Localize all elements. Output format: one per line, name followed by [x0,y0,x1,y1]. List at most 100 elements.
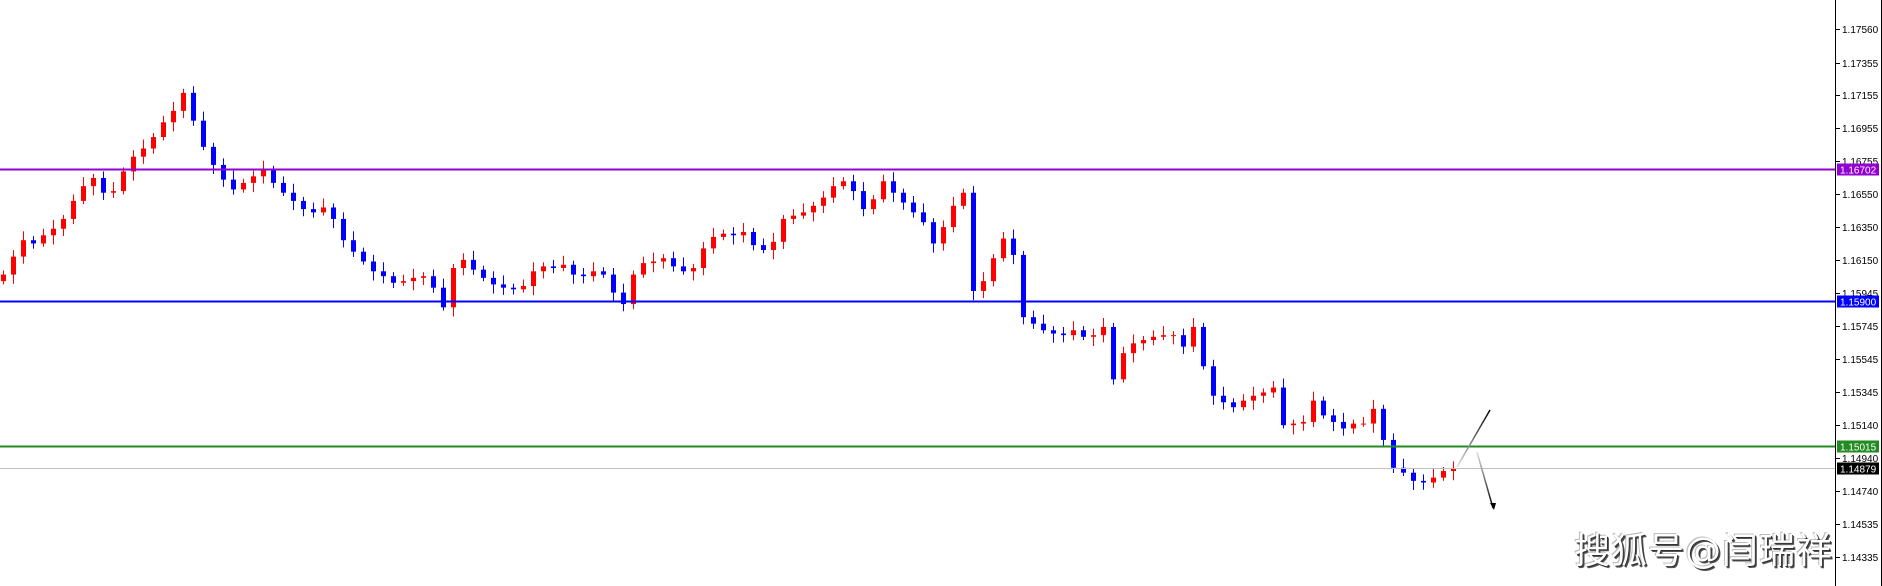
candle-body [261,169,266,177]
bullish-candle [1351,419,1356,434]
candle-body [1011,238,1016,255]
candle-body [1171,335,1176,337]
bullish-candle [161,115,166,141]
candle-body [1031,317,1036,324]
bullish-candle [521,279,526,293]
candle-body [251,176,256,183]
candle-body [161,122,166,138]
bearish-candle [1381,404,1386,448]
bullish-candle [421,272,426,286]
candle-body [641,263,646,275]
price-axis: 1.17560 1.17355 1.17155 1.16955 1.16755 1.165… [1835,25,1879,564]
bearish-candle [1031,310,1036,329]
bullish-candle [1261,388,1266,403]
bullish-candle [121,167,126,195]
bearish-candle [921,203,926,226]
candle-body [581,274,586,277]
bullish-candle [1,270,6,285]
bearish-candle [851,174,856,201]
candle-body [991,258,996,282]
candle-body [41,235,46,244]
candle-body [681,266,686,272]
level-price-label: 1.15015 [1840,443,1877,454]
candle-body [1001,238,1006,259]
candle-body [711,236,716,249]
bullish-candle [11,250,16,284]
bullish-candle [1271,380,1276,398]
bearish-candle [231,170,236,195]
candle-body [621,292,626,305]
candle-body [471,259,476,270]
level-label-box [1837,163,1879,176]
candle-body [311,209,316,213]
bullish-candle [531,262,536,296]
candle-body [191,92,196,121]
bullish-candle [711,227,716,254]
axis-tick-label: 1.16550 [1842,190,1879,201]
bearish-candle [911,195,916,218]
bullish-candle [1371,399,1376,433]
candle-body [1101,326,1106,336]
bullish-candle [251,169,256,193]
bearish-candle [1011,229,1016,265]
bullish-candle [261,160,266,184]
bearish-candle [391,272,396,289]
candle-body [441,287,446,308]
candle-body [571,264,576,275]
level-price-label: 1.16702 [1840,166,1877,177]
bearish-candle [431,269,436,293]
candle-body [561,264,566,269]
bullish-candle [1191,317,1196,352]
candle-body [801,212,806,216]
bullish-candle [241,178,246,193]
bullish-candle [41,228,46,247]
candle-body [481,269,486,278]
candle-body [1181,335,1186,347]
axis-tick-label: 1.15745 [1842,322,1879,333]
candle-body [611,274,616,293]
bearish-candle [971,186,976,301]
candle-body [111,191,116,193]
bullish-candle [131,150,136,181]
bearish-candle [1181,328,1186,354]
candle-body [851,181,856,192]
candle-body [511,287,516,290]
bearish-candle [1021,250,1026,325]
bullish-candle [981,272,986,299]
bullish-candle [721,229,726,241]
bullish-candle [461,253,466,276]
candle-body [1191,326,1196,347]
candle-body [1411,472,1416,481]
bullish-candle [1291,419,1296,435]
candle-body [1091,335,1096,337]
candle-body [431,276,436,288]
bullish-candle [941,220,946,251]
level-label-box [1837,462,1879,475]
bearish-candle [1061,326,1066,343]
bullish-candle [111,182,116,198]
bullish-candle [661,254,666,269]
axis-tick-label: 1.16955 [1842,124,1879,135]
candle-body [731,233,736,236]
bearish-candle [351,231,356,257]
axis-tick-label: 1.17155 [1842,91,1879,102]
bullish-candle [1001,232,1006,262]
bullish-candle [151,132,156,154]
level-price-label: 1.14879 [1840,465,1877,476]
candle-body [901,192,906,203]
candle-body [321,207,326,213]
candle-body [1,274,6,282]
candle-body [1251,395,1256,401]
candle-body [401,281,406,283]
bearish-candle [601,267,606,278]
candle-body [541,266,546,272]
candle-body [981,281,986,291]
bearish-candle [731,227,736,245]
bullish-candle [91,173,96,196]
candle-body [31,240,36,244]
bearish-candle [1341,412,1346,436]
candle-body [911,202,916,213]
candle-body [691,268,696,272]
candle-body [1241,400,1246,408]
